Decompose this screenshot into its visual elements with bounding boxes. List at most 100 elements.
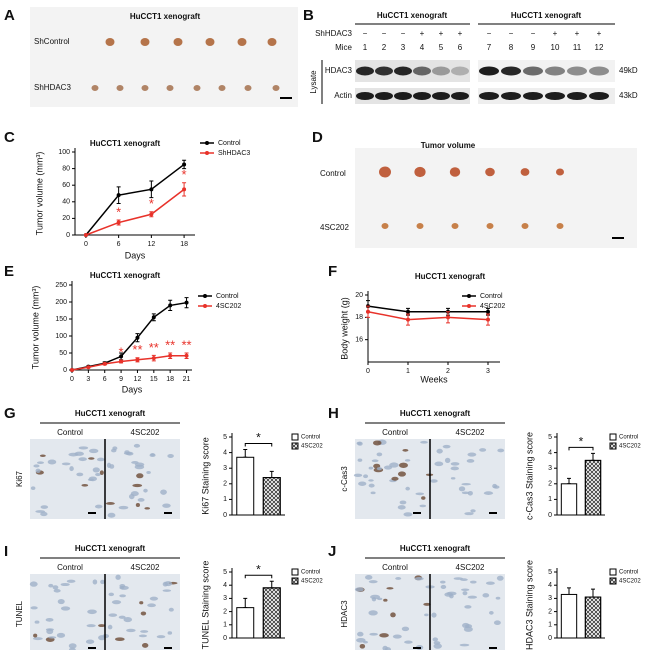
cell bbox=[61, 462, 71, 466]
cell bbox=[357, 441, 363, 446]
mouse-number: 10 bbox=[551, 43, 560, 52]
cell bbox=[461, 491, 470, 495]
micrograph-title: HuCCT1 xenograft bbox=[400, 544, 471, 553]
significance: ** bbox=[181, 337, 191, 352]
error-bar bbox=[567, 587, 571, 595]
y-tick-label: 5 bbox=[223, 569, 227, 576]
y-tick-label: 0 bbox=[63, 367, 67, 374]
cell bbox=[96, 457, 105, 462]
cell bbox=[107, 512, 116, 518]
cell bbox=[358, 481, 367, 486]
treatment-sign: − bbox=[363, 29, 368, 38]
cell bbox=[98, 624, 106, 628]
tumor bbox=[451, 223, 459, 229]
chart-title: HuCCT1 xenograft bbox=[415, 272, 486, 281]
legend-label: ShHDAC3 bbox=[218, 150, 250, 157]
point bbox=[168, 303, 173, 308]
panel-label: F bbox=[328, 263, 337, 280]
cell bbox=[483, 491, 494, 495]
significance: ** bbox=[165, 337, 175, 352]
cell bbox=[99, 470, 104, 476]
cell bbox=[467, 595, 478, 599]
cell bbox=[94, 504, 103, 509]
band bbox=[545, 92, 565, 100]
cell bbox=[414, 577, 424, 581]
error-bar bbox=[269, 470, 274, 479]
cell bbox=[364, 575, 373, 580]
treatment-sign: − bbox=[401, 29, 406, 38]
cell bbox=[432, 637, 439, 642]
treatment-sign: − bbox=[509, 29, 514, 38]
error-bar bbox=[243, 597, 248, 609]
treatment-sign: + bbox=[439, 29, 444, 38]
cell bbox=[87, 478, 94, 481]
legend-marker bbox=[467, 294, 471, 298]
x-tick-label: 18 bbox=[166, 376, 174, 383]
point bbox=[119, 359, 124, 364]
treatment-sign: − bbox=[487, 29, 492, 38]
y-axis-label: Tumor volume (mm³) bbox=[30, 286, 40, 370]
cell bbox=[74, 451, 84, 456]
cell bbox=[81, 484, 89, 487]
blot bbox=[355, 88, 470, 104]
legend-marker bbox=[467, 304, 471, 308]
cell bbox=[395, 577, 402, 580]
mouse-number: 5 bbox=[439, 43, 444, 52]
cell bbox=[493, 620, 501, 625]
cell bbox=[356, 637, 366, 643]
treatment-sign: + bbox=[575, 29, 580, 38]
error-bar bbox=[243, 448, 248, 458]
cell bbox=[131, 461, 139, 464]
group-label: 4SC202 bbox=[131, 563, 160, 572]
cell bbox=[376, 452, 383, 457]
cell bbox=[114, 637, 125, 641]
band bbox=[567, 92, 587, 100]
micrograph-title: HuCCT1 xenograft bbox=[75, 409, 146, 418]
cell bbox=[48, 583, 54, 588]
photo bbox=[30, 7, 298, 107]
cell bbox=[479, 448, 487, 452]
group-label: 4SC202 bbox=[456, 428, 485, 437]
chart-title: HuCCT1 xenograft bbox=[90, 139, 161, 148]
significance: * bbox=[149, 196, 154, 211]
tumor bbox=[237, 38, 247, 46]
cell bbox=[368, 466, 374, 470]
error-bar bbox=[269, 580, 274, 589]
x-tick-label: 3 bbox=[486, 368, 490, 375]
cell bbox=[370, 491, 376, 495]
cell bbox=[467, 490, 473, 496]
stain-label: c-Cas3 bbox=[340, 466, 349, 492]
group-label: Control bbox=[382, 428, 408, 437]
cell bbox=[149, 596, 159, 601]
cell bbox=[363, 640, 368, 644]
cell bbox=[95, 472, 101, 477]
treatment-sign: + bbox=[553, 29, 558, 38]
y-axis-label: HDAC3 Staining score bbox=[524, 560, 534, 650]
legend-label: 4SC202 bbox=[619, 579, 641, 585]
cell bbox=[497, 448, 505, 453]
cell bbox=[458, 486, 466, 492]
cell bbox=[143, 488, 148, 493]
point bbox=[151, 315, 156, 320]
x-tick-label: 3 bbox=[86, 376, 90, 383]
cell bbox=[461, 588, 470, 592]
cell bbox=[353, 473, 363, 478]
x-tick-label: 0 bbox=[366, 368, 370, 375]
cell bbox=[115, 574, 121, 580]
cell bbox=[30, 486, 36, 490]
panel-label: H bbox=[328, 405, 339, 422]
cell bbox=[371, 459, 379, 463]
cell bbox=[66, 579, 76, 583]
band bbox=[479, 92, 499, 100]
y-tick-label: 200 bbox=[55, 299, 67, 306]
legend-label: 4SC202 bbox=[480, 303, 505, 310]
cell bbox=[459, 643, 470, 647]
cell bbox=[89, 448, 99, 454]
tumor bbox=[244, 85, 252, 91]
y-tick-label: 0 bbox=[548, 635, 552, 642]
legend-swatch bbox=[291, 433, 299, 441]
photo bbox=[355, 148, 637, 248]
tumor bbox=[91, 85, 99, 91]
significance: * bbox=[182, 167, 187, 182]
y-tick-label: 3 bbox=[548, 595, 552, 602]
